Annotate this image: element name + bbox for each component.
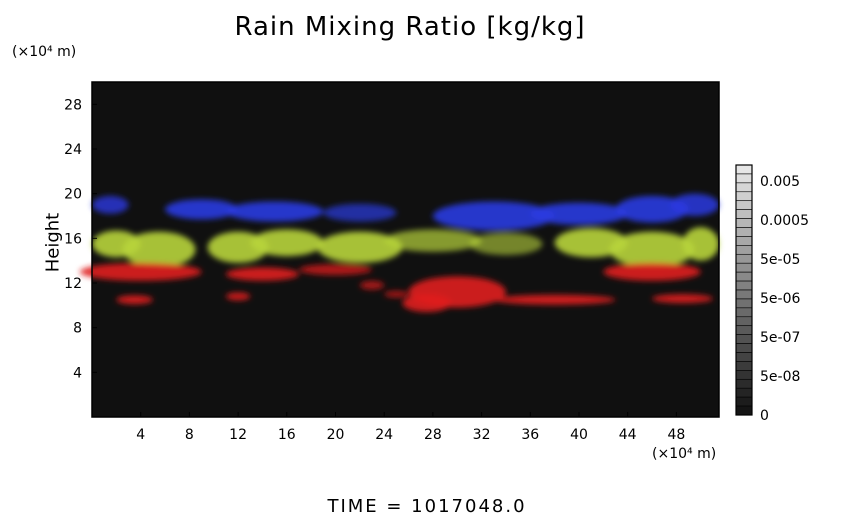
colorbar-label: 5e-05: [760, 252, 800, 268]
region-yellow-green-blob: [554, 228, 628, 258]
colorbar-segment: [735, 271, 753, 282]
colorbar-segment: [735, 343, 753, 353]
colorbar-segment: [735, 218, 753, 228]
y-tick-label: 4: [73, 365, 82, 381]
colorbar-segment: [735, 280, 753, 291]
x-tick-label: 24: [375, 427, 393, 443]
region-yellow-green-blob: [122, 231, 196, 268]
colorbar-segment: [735, 191, 753, 202]
region-yellow-green-blob: [317, 231, 403, 263]
region-red-blob: [298, 264, 373, 276]
region-red-blob: [225, 292, 251, 301]
colorbar-frame: [735, 164, 753, 416]
region-red-blob: [652, 294, 713, 304]
region-blue-blob: [92, 195, 129, 214]
x-tick-label: 28: [424, 427, 442, 443]
region-red-blob: [384, 290, 409, 298]
colorbar-label: 0.005: [760, 174, 800, 190]
colorbar-segment: [735, 262, 753, 273]
y-tick-label: 12: [64, 276, 82, 292]
x-axis-unit: (×10⁴ m): [652, 446, 717, 462]
x-tick-label: 16: [278, 427, 296, 443]
region-red-blob: [603, 262, 701, 281]
colorbar-segment: [735, 298, 753, 309]
colorbar-segment: [735, 200, 753, 210]
colorbar-segment: [735, 253, 753, 264]
x-tick-label: 32: [473, 427, 491, 443]
region-blue-blob: [432, 201, 555, 231]
x-tick-label: 40: [570, 427, 588, 443]
region-red-blob: [116, 295, 153, 305]
colorbar-segment: [735, 361, 753, 371]
region-blue-blob: [225, 201, 324, 222]
time-label: TIME = 1017048.0: [327, 496, 527, 517]
colorbar-segment: [735, 396, 753, 407]
x-tick-label: 48: [667, 427, 685, 443]
colorbar-segment: [735, 245, 753, 255]
colorbar-segment: [735, 387, 753, 398]
region-red-blob: [359, 280, 385, 290]
colorbar-segment: [735, 209, 753, 219]
colorbar-segment: [735, 352, 753, 362]
colorbar-segment: [735, 316, 753, 327]
x-tick-label: 36: [521, 427, 539, 443]
x-tick-label: 4: [136, 427, 145, 443]
colorbar-segment: [735, 307, 753, 318]
y-tick-label: 20: [64, 187, 82, 203]
region-blue-blob: [615, 195, 689, 223]
region-yellow-green-blob: [469, 232, 543, 256]
region-yellow-green-blob: [250, 229, 324, 257]
colorbar-segment: [735, 334, 753, 344]
y-tick-label: 8: [73, 321, 82, 337]
region-yellow-green-blob: [609, 231, 695, 268]
region-blue-blob: [530, 202, 628, 225]
colorbar-label: 5e-06: [760, 291, 800, 307]
x-tick-label: 44: [619, 427, 637, 443]
region-yellow-green-blob: [682, 227, 719, 261]
y-tick-label: 16: [64, 231, 82, 247]
colorbar-segment: [735, 227, 753, 237]
y-tick-label: 24: [64, 142, 82, 158]
colorbar-segment: [735, 378, 753, 389]
region-blue-blob: [323, 203, 397, 222]
colorbar-segment: [735, 325, 753, 335]
region-red-blob: [493, 294, 616, 305]
colorbar-label: 5e-07: [760, 330, 800, 346]
chart-title: Rain Mixing Ratio [kg/kg]: [234, 12, 586, 42]
region-red-blob: [79, 262, 202, 281]
colorbar-segment: [735, 173, 753, 184]
colorbar-segment: [735, 236, 753, 246]
colorbar-segment: [735, 405, 753, 416]
colorbar-label: 0: [760, 408, 769, 424]
colorbar-label: 0.0005: [760, 213, 809, 229]
region-yellow-green-blob: [384, 229, 482, 252]
region-blue-blob: [165, 199, 239, 220]
region-red-blob: [402, 294, 452, 313]
y-axis-unit: (×10⁴ m): [12, 44, 77, 60]
x-tick-label: 20: [327, 427, 345, 443]
colorbar-segment: [735, 289, 753, 300]
region-red-blob: [225, 267, 299, 281]
x-tick-label: 12: [229, 427, 247, 443]
colorbar-label: 5e-08: [760, 369, 800, 385]
plot-frame: [91, 81, 720, 418]
y-tick-label: 28: [64, 97, 82, 113]
region-blue-blob: [670, 193, 720, 216]
colorbar-segment: [735, 182, 753, 193]
x-tick-label: 8: [185, 427, 194, 443]
colorbar-segment: [735, 164, 753, 175]
colorbar-segment: [735, 370, 753, 380]
